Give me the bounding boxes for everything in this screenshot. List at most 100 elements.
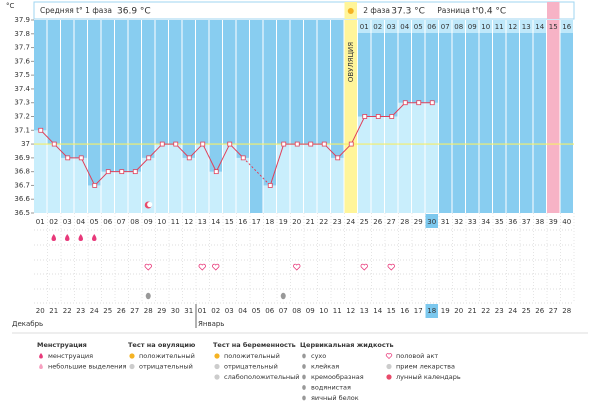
bar <box>155 144 168 213</box>
legend-item: сухо <box>311 352 326 360</box>
phase2-cell <box>493 20 506 33</box>
column <box>466 20 479 213</box>
phase2-day-label: 04 <box>400 23 409 31</box>
date-label: 22 <box>63 307 72 315</box>
x-tick-label: 13 <box>198 218 207 226</box>
bar <box>128 171 141 213</box>
bar <box>425 102 438 213</box>
x-tick-label: 20 <box>292 218 301 226</box>
month-label: Декабрь <box>12 320 43 328</box>
menstruation-icon <box>65 234 70 241</box>
phase2-cell <box>398 20 411 33</box>
phase2-day-label: 15 <box>549 23 558 31</box>
bar <box>290 144 303 213</box>
x-tick-label: 25 <box>360 218 369 226</box>
date-label: 22 <box>481 307 490 315</box>
legend-icon <box>302 364 306 369</box>
point <box>105 169 111 175</box>
heart-icon <box>144 263 152 271</box>
phase2-cell <box>479 20 492 33</box>
date-label: 20 <box>36 307 45 315</box>
date-label: 10 <box>319 307 328 315</box>
date-label: 21 <box>468 307 477 315</box>
x-tick-label: 08 <box>130 218 139 226</box>
legend-icon <box>302 353 306 359</box>
phase2-day-label: 03 <box>387 23 396 31</box>
date-label: 30 <box>171 307 180 315</box>
phase2-cell <box>425 20 438 33</box>
column <box>128 20 141 213</box>
x-tick-label: 05 <box>90 218 99 226</box>
legend-item: положительный <box>139 352 195 360</box>
bar <box>182 157 195 213</box>
x-tick-label: 10 <box>157 218 166 226</box>
today-date-box <box>425 304 438 318</box>
header <box>33 1 575 20</box>
x-tick-label: 01 <box>36 218 45 226</box>
x-tick-label: 06 <box>103 218 112 226</box>
phase2-day-label: 02 <box>373 23 382 31</box>
cervical-icon <box>145 292 151 300</box>
date-label: 07 <box>279 307 288 315</box>
x-tick-label: 07 <box>117 218 126 226</box>
point <box>267 183 273 188</box>
phase2-day-label: 06 <box>427 23 436 31</box>
menstruation-icon <box>78 234 83 241</box>
phase2-cell <box>371 20 384 33</box>
menstruation-icon <box>92 234 97 241</box>
legend-title: Менструация <box>37 341 87 349</box>
phase2-day-label: 08 <box>454 23 463 31</box>
y-tick-label: 36.7 <box>14 181 30 189</box>
legend-icon <box>302 385 306 390</box>
column <box>263 20 276 213</box>
date-label: 14 <box>373 307 382 315</box>
y-tick-label: 37.6 <box>14 57 30 65</box>
point <box>78 155 84 161</box>
y-tick-label: 37.1 <box>14 126 30 134</box>
phase2-day-label: 07 <box>441 23 450 31</box>
x-tick-label: 04 <box>76 218 85 226</box>
legend-item: слабоположительный <box>224 373 300 381</box>
bar <box>277 144 290 213</box>
date-label: 24 <box>90 307 99 315</box>
y-tick-label: 37.8 <box>14 30 30 38</box>
point <box>308 141 314 147</box>
bar <box>88 185 101 213</box>
x-tick-label: 11 <box>171 218 180 226</box>
legend-item: положительный <box>224 352 280 360</box>
bar <box>169 144 182 213</box>
date-label: 06 <box>265 307 274 315</box>
date-label: 01 <box>198 307 207 315</box>
legend-icon <box>214 363 220 370</box>
x-tick-label: 03 <box>63 218 72 226</box>
column <box>452 20 465 213</box>
heart-icon <box>212 263 220 271</box>
date-label: 12 <box>346 307 355 315</box>
legend-item: клейкая <box>311 363 339 371</box>
column <box>88 20 101 213</box>
date-label: 23 <box>76 307 85 315</box>
point <box>429 100 435 106</box>
bar <box>47 144 60 213</box>
legend-icon <box>39 363 43 369</box>
x-tick-label: 31 <box>441 218 450 226</box>
cervical-icon <box>280 292 286 300</box>
x-tick-label: 27 <box>387 218 396 226</box>
x-tick-label: 28 <box>400 218 409 226</box>
point <box>159 141 165 147</box>
legend-icon <box>39 353 43 359</box>
column <box>493 20 506 213</box>
date-label: 02 <box>211 307 220 315</box>
x-tick-label: 33 <box>468 218 477 226</box>
y-tick-label: 36.5 <box>14 209 30 217</box>
date-label: 25 <box>103 307 112 315</box>
heart-icon <box>387 263 395 271</box>
x-tick-label: 40 <box>562 218 571 226</box>
phase2-cell <box>385 20 398 33</box>
date-label: 26 <box>535 307 544 315</box>
x-tick-label: 19 <box>279 218 288 226</box>
point <box>294 141 300 147</box>
bar <box>358 116 371 213</box>
point <box>146 155 152 161</box>
